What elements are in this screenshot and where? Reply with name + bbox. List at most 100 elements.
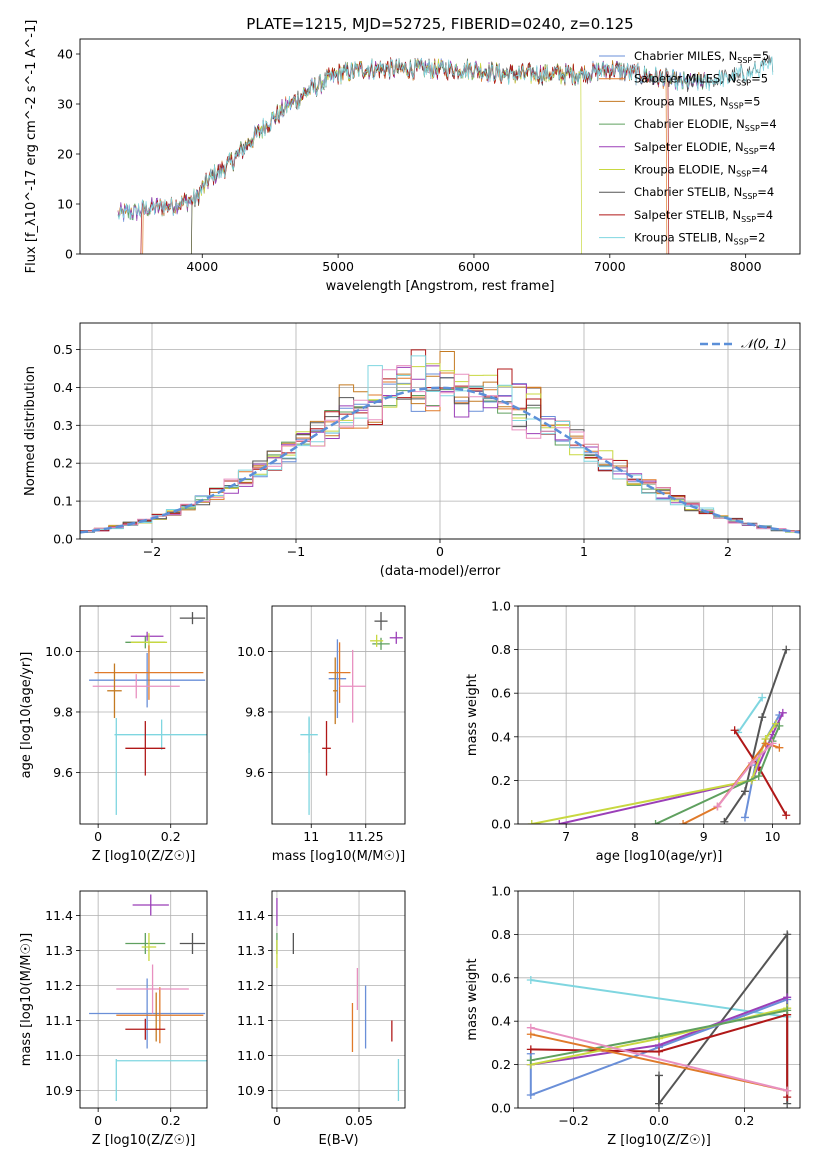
mass-weight-marker (754, 772, 763, 781)
x-axis-label: E(B-V) (318, 1133, 358, 1148)
mass-weight-marker (740, 813, 749, 822)
mass-weight-marker (655, 1032, 663, 1041)
mass-weight-marker (655, 1047, 663, 1056)
x-tick-label: −0.2 (558, 1113, 588, 1128)
y-tick-label: 9.6 (245, 765, 265, 780)
errorbar-point (92, 674, 180, 699)
x-tick-label: 7 (562, 829, 570, 844)
plot-area (117, 55, 774, 254)
y-tick-label: 0.2 (491, 773, 511, 788)
y-axis-label: mass weight (465, 958, 480, 1040)
mass-weight-marker (655, 1071, 663, 1080)
x-tick-label: 0 (94, 1113, 102, 1128)
errorbar-point (328, 642, 351, 703)
x-tick-label: 0 (273, 1113, 281, 1128)
mass-vs-extinction: 0 0.05 10.9 11.0 11.1 11.2 11.3 11.4 E(B-V) (237, 890, 406, 1148)
y-tick-label: 30 (57, 97, 73, 112)
errorbar-point (372, 637, 390, 650)
x-axis-label: wavelength [Angstrom, rest frame] (326, 279, 555, 294)
y-tick-label: 10.0 (45, 644, 73, 659)
y-axis-label: age [log10(age/yr)] (19, 652, 34, 779)
y-tick-label: 11.1 (45, 1013, 73, 1028)
y-tick-label: 0.0 (491, 817, 511, 832)
plot-area (300, 612, 403, 815)
age-vs-mass: 11 11.25 9.6 9.8 10.0 mass [log10(M/M☉)] (237, 605, 406, 864)
x-tick-label: 11 (303, 829, 319, 844)
mass-weight-marker (720, 817, 729, 824)
normal-curve (80, 386, 800, 534)
x-tick-label: 0.2 (161, 1113, 181, 1128)
x-tick-label: 1 (580, 544, 588, 559)
mass-weight-vs-metallicity: −0.2 0.0 0.2 0.0 0.2 0.4 0.6 0.8 1.0 Z [log10(Z/Z… (465, 884, 801, 1148)
mass-weight-marker (651, 820, 660, 824)
y-tick-label: 11.3 (45, 943, 73, 958)
errorbar-point (322, 721, 331, 776)
plot-area (80, 349, 800, 535)
errorbar-point (389, 631, 403, 644)
axes-frame (271, 605, 406, 825)
figure-title: PLATE=1215, MJD=52725, FIBERID=0240, z=0… (246, 15, 633, 33)
y-tick-label: 9.8 (53, 704, 73, 719)
y-axis-label: Flux [f_λ10^-17 erg cm^-2 s^-1 A^-1] (24, 20, 39, 274)
mass-weight-marker (775, 743, 784, 752)
mass-weight-marker (783, 993, 792, 1002)
y-tick-label: 10.0 (237, 644, 265, 659)
errorbar-point (125, 721, 166, 776)
y-tick-label: 11.4 (45, 908, 73, 923)
mass-weight-marker (679, 820, 688, 824)
x-axis-label: Z [log10(Z/Z☉)] (92, 849, 196, 864)
mass-weight-line (655, 725, 781, 824)
mass-weight-marker (526, 1045, 535, 1054)
errorbar-point (328, 639, 347, 719)
errorbar-point (89, 978, 206, 1049)
spectrum-line (191, 58, 582, 254)
y-tick-label: 11.3 (237, 943, 265, 958)
spectrum-line (117, 58, 705, 221)
mass-weight-marker (740, 787, 749, 796)
x-tick-label: 0 (436, 544, 444, 559)
y-tick-label: 0.1 (53, 494, 73, 509)
axes-frame (271, 890, 406, 1109)
mass-vs-metallicity: 0 0.2 10.9 11.0 11.1 11.2 11.3 11.4 Z [log10(Z/Z… (19, 890, 208, 1148)
legend-label: 𝒩(0, 1) (741, 336, 787, 351)
errorbar-point (114, 719, 207, 750)
mass-weight-line (723, 649, 788, 823)
plot-area (89, 612, 207, 815)
errorbar-point (179, 612, 206, 625)
y-tick-label: 11.0 (45, 1048, 73, 1063)
legend-label: Kroupa ELODIE, NSSP=4 (634, 163, 768, 179)
y-tick-label: 10 (57, 197, 73, 212)
errorbar-point (141, 933, 157, 961)
y-axis-label: Normed distribution (23, 366, 38, 496)
mass-weight-marker (526, 1090, 535, 1099)
errorbar-point (179, 933, 206, 954)
mass-weight-marker (761, 739, 770, 748)
errorbar-point (374, 612, 388, 631)
x-tick-label: 9 (700, 829, 708, 844)
legend-label: Chabrier MILES, NSSP=5 (634, 49, 769, 65)
y-tick-label: 1.0 (491, 599, 511, 614)
x-tick-label: 0.05 (345, 1113, 373, 1128)
x-tick-label: 6000 (458, 259, 490, 274)
x-tick-label: 2 (724, 544, 732, 559)
mass-weight-marker (555, 820, 564, 824)
errorbar-point (130, 631, 164, 641)
y-tick-label: 11.2 (45, 978, 73, 993)
x-axis-label: Z [log10(Z/Z☉)] (607, 1133, 711, 1148)
x-tick-label: 0.2 (161, 829, 181, 844)
mass-weight-marker (783, 930, 792, 939)
spectrum-line (117, 57, 705, 222)
y-tick-label: 20 (57, 147, 73, 162)
x-axis-label: age [log10(age/yr)] (596, 849, 723, 864)
mass-weight-marker (758, 713, 767, 722)
y-tick-label: 0.8 (491, 927, 511, 942)
axes-frame (79, 38, 801, 255)
mass-weight-marker (782, 645, 791, 654)
errorbar-point (125, 1018, 166, 1040)
y-tick-label: 10.9 (45, 1083, 73, 1098)
mass-weight-marker (527, 820, 536, 824)
x-tick-label: 8000 (730, 259, 762, 274)
mass-weight-marker (730, 726, 739, 735)
x-tick-label: 11.25 (348, 829, 384, 844)
y-tick-label: 40 (57, 47, 73, 62)
